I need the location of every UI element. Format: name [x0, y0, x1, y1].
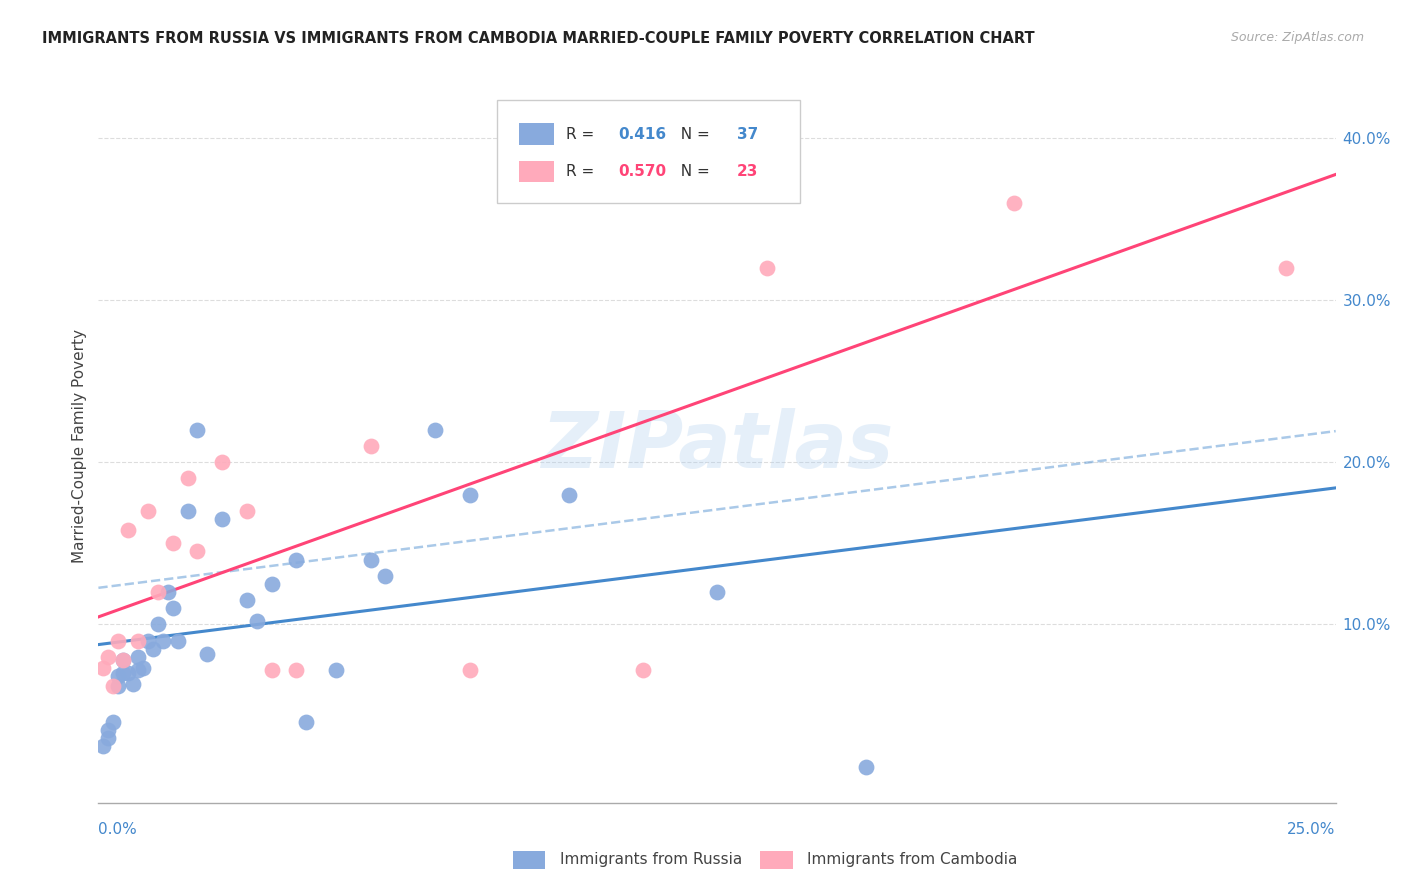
Bar: [513, 851, 546, 869]
Text: Immigrants from Russia: Immigrants from Russia: [560, 853, 742, 867]
Point: [112, 653, 135, 667]
Point: [97, 723, 120, 737]
Point: [112, 653, 135, 667]
Point: [557, 488, 579, 502]
Point: [186, 423, 208, 437]
Point: [122, 677, 145, 691]
Point: [152, 633, 174, 648]
Text: Source: ZipAtlas.com: Source: ZipAtlas.com: [1230, 31, 1364, 45]
Text: N =: N =: [671, 127, 714, 142]
Point: [132, 661, 155, 675]
Point: [260, 663, 283, 677]
Point: [360, 552, 382, 566]
Text: R =: R =: [567, 127, 599, 142]
Point: [112, 666, 135, 681]
Point: [186, 544, 208, 558]
Text: IMMIGRANTS FROM RUSSIA VS IMMIGRANTS FROM CAMBODIA MARRIED-COUPLE FAMILY POVERTY: IMMIGRANTS FROM RUSSIA VS IMMIGRANTS FRO…: [42, 31, 1035, 46]
Point: [374, 568, 396, 582]
Point: [136, 504, 159, 518]
Point: [103, 714, 125, 729]
Text: ZIPatlas: ZIPatlas: [541, 408, 893, 484]
Point: [127, 633, 149, 648]
Point: [285, 663, 308, 677]
Point: [260, 577, 283, 591]
Point: [236, 593, 259, 607]
Bar: [519, 123, 554, 145]
Point: [325, 663, 347, 677]
Point: [195, 647, 218, 661]
Point: [631, 663, 654, 677]
Point: [146, 617, 169, 632]
Y-axis label: Married-Couple Family Poverty: Married-Couple Family Poverty: [72, 329, 87, 563]
Point: [107, 669, 129, 683]
Point: [93, 661, 115, 675]
Point: [360, 439, 382, 453]
Point: [103, 679, 125, 693]
Point: [162, 536, 184, 550]
Point: [142, 641, 165, 656]
Point: [458, 663, 481, 677]
Point: [855, 760, 877, 774]
Point: [458, 488, 481, 502]
Point: [582, 179, 605, 194]
Point: [156, 585, 179, 599]
Point: [97, 649, 120, 664]
Text: 0.570: 0.570: [619, 164, 666, 178]
Point: [211, 455, 233, 469]
Point: [285, 552, 308, 566]
Point: [136, 633, 159, 648]
Point: [127, 649, 149, 664]
Text: 25.0%: 25.0%: [1288, 822, 1336, 838]
Point: [166, 633, 188, 648]
Point: [211, 512, 233, 526]
Text: 0.0%: 0.0%: [98, 822, 138, 838]
Point: [162, 601, 184, 615]
Point: [93, 739, 115, 753]
Text: Immigrants from Cambodia: Immigrants from Cambodia: [807, 853, 1018, 867]
Point: [117, 666, 139, 681]
Point: [1275, 260, 1298, 275]
Point: [107, 633, 129, 648]
Bar: [519, 161, 554, 182]
Point: [176, 471, 198, 485]
Point: [117, 524, 139, 538]
Point: [236, 504, 259, 518]
Text: 0.416: 0.416: [619, 127, 666, 142]
Bar: [761, 851, 793, 869]
Point: [107, 679, 129, 693]
Point: [706, 585, 728, 599]
Point: [423, 423, 446, 437]
Text: 37: 37: [737, 127, 758, 142]
Point: [127, 663, 149, 677]
Text: R =: R =: [567, 164, 599, 178]
Point: [1002, 195, 1025, 210]
Point: [146, 585, 169, 599]
Text: 23: 23: [737, 164, 758, 178]
Point: [295, 714, 318, 729]
Point: [755, 260, 778, 275]
FancyBboxPatch shape: [496, 100, 800, 203]
Point: [176, 504, 198, 518]
Text: N =: N =: [671, 164, 714, 178]
Point: [246, 614, 269, 628]
Point: [97, 731, 120, 745]
